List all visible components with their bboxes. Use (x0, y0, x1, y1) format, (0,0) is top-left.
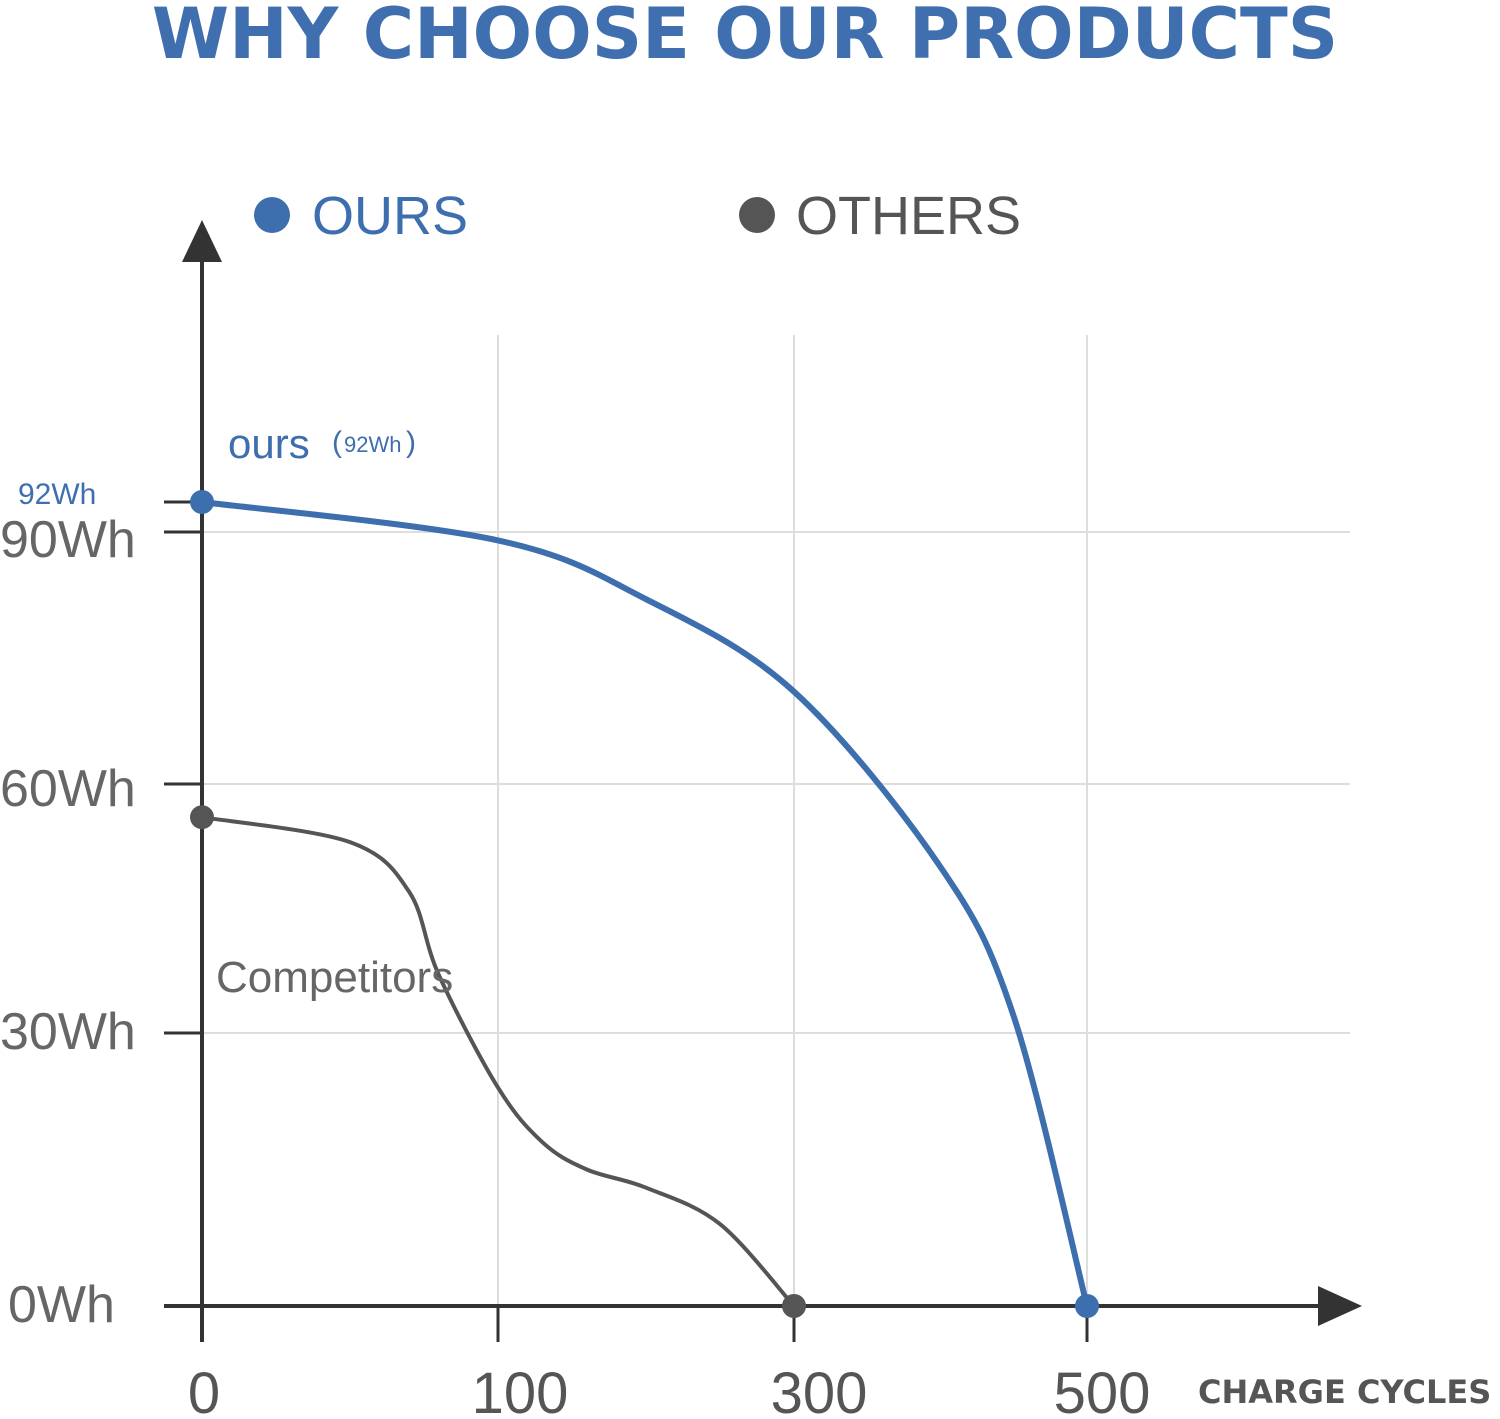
axes (164, 220, 1362, 1342)
x-tick-label: 100 (472, 1361, 569, 1419)
x-tick-label: 300 (771, 1361, 868, 1419)
series (190, 490, 1099, 1318)
ours-annotation-label: ours (228, 420, 310, 467)
legend-others-label: OTHERS (796, 186, 1021, 246)
legend-others-marker (739, 197, 775, 233)
series-line-ours (199, 499, 1090, 1309)
competitors-annotation: Competitors (216, 953, 453, 1002)
legend-ours-marker (254, 197, 290, 233)
tick-labels: 0Wh 30Wh 60Wh 90Wh 0 100 300 500 (0, 511, 1150, 1419)
series-line-others (200, 815, 796, 1308)
chart-title: WHY CHOOSE OUR PRODUCTS (152, 0, 1338, 75)
legend-ours-label: OURS (312, 186, 468, 246)
series-point-others-1 (782, 1294, 806, 1318)
x-axis-arrow (1318, 1286, 1362, 1326)
ours-annotation-paren-close: ) (406, 426, 416, 459)
ours-annotation-paren-open: ( (332, 426, 342, 459)
series-point-ours-0 (190, 490, 214, 514)
y-tick-label: 60Wh (0, 760, 136, 818)
series-point-others-0 (190, 805, 214, 830)
y-marker-label: 92Wh (18, 478, 96, 511)
y-tick-label: 30Wh (0, 1003, 136, 1061)
ours-annotation-value: 92Wh (344, 432, 401, 457)
y-axis-arrow (182, 220, 222, 262)
x-tick-label: 0 (188, 1361, 220, 1419)
x-axis-title: CHARGE CYCLES (1198, 1373, 1491, 1411)
series-point-ours-1 (1075, 1294, 1099, 1318)
y-tick-label: 0Wh (8, 1276, 115, 1334)
x-tick-label: 500 (1054, 1361, 1151, 1419)
grid-lines (202, 335, 1350, 1306)
y-tick-label: 90Wh (0, 511, 136, 569)
